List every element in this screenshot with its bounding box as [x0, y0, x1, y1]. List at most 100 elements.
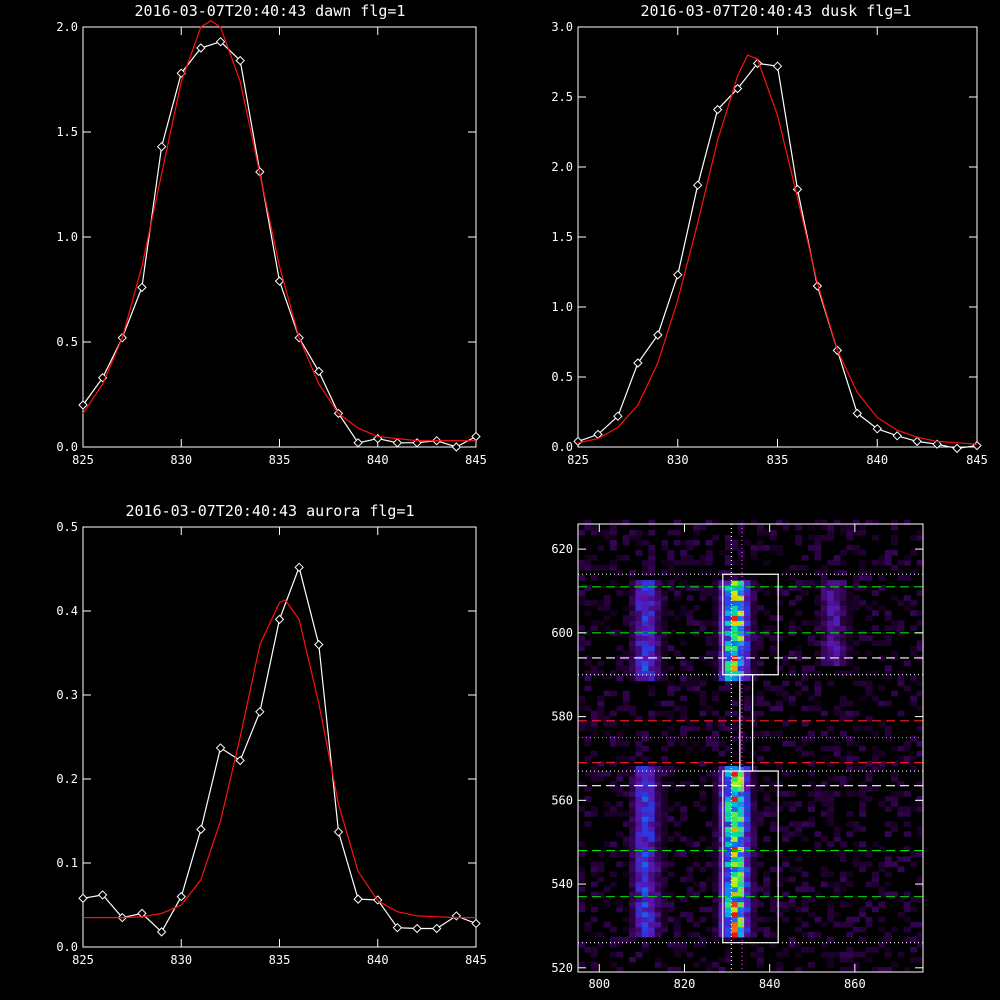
dusk-y-tick-label: 0.0	[551, 440, 573, 454]
heatmap-cell	[756, 529, 764, 536]
heatmap-cell	[801, 555, 809, 561]
heatmap-cell	[776, 826, 784, 832]
heatmap-cell	[827, 650, 835, 656]
heatmap-cell	[827, 625, 835, 631]
heatmap-cell	[788, 740, 796, 747]
heatmap-cell	[776, 871, 784, 878]
heatmap-cell	[635, 529, 643, 536]
heatmap-cell	[839, 610, 847, 616]
heatmap-cell	[846, 766, 854, 772]
heatmap-cell	[852, 550, 860, 556]
heatmap-cell	[648, 841, 656, 847]
heatmap-cell	[661, 544, 669, 551]
heatmap-cell	[654, 801, 662, 807]
heatmap-cell	[705, 720, 713, 727]
heatmap-cell	[852, 710, 860, 717]
heatmap-cell	[609, 871, 617, 878]
heatmap-cell	[865, 771, 873, 777]
heatmap-cell	[693, 921, 700, 928]
heatmap-cell	[808, 735, 815, 742]
heatmap-cell	[622, 846, 630, 852]
heatmap-cell	[903, 856, 911, 862]
heatmap-cell	[578, 886, 585, 893]
heatmap-cell	[718, 675, 726, 682]
heatmap-cell	[654, 650, 662, 656]
heatmap-cell	[801, 590, 809, 596]
heatmap-cell	[648, 786, 656, 792]
heatmap-cell	[820, 801, 828, 807]
heatmap-cell	[878, 575, 886, 581]
heatmap-cell	[648, 881, 656, 888]
heatmap-cell	[629, 791, 637, 797]
heatmap-cell	[737, 655, 745, 662]
heatmap-cell	[693, 881, 700, 888]
heatmap-x-tick-label: 840	[759, 977, 781, 991]
heatmap-cell	[597, 660, 605, 667]
heatmap-cell	[744, 921, 752, 928]
heatmap-cell	[718, 826, 726, 832]
heatmap-cell	[686, 615, 694, 621]
heatmap-cell	[680, 730, 688, 737]
heatmap-cell	[661, 590, 669, 596]
aurora-data-point	[235, 755, 245, 766]
heatmap-cell	[680, 896, 688, 903]
heatmap-cell	[578, 871, 585, 878]
heatmap-cell	[584, 685, 592, 692]
heatmap-cell	[654, 590, 662, 596]
heatmap-cell	[712, 876, 720, 883]
heatmap-cell	[641, 595, 649, 601]
heatmap-cell	[724, 595, 732, 601]
heatmap-cell	[686, 660, 694, 667]
heatmap-cell	[827, 791, 835, 797]
heatmap-cell	[590, 891, 598, 898]
heatmap-cell	[654, 921, 662, 928]
heatmap-cell	[744, 811, 752, 817]
heatmap-cell	[616, 811, 624, 817]
heatmap-cell	[629, 710, 637, 717]
heatmap-cell	[769, 544, 777, 551]
heatmap-cell	[648, 791, 656, 797]
heatmap-cell	[808, 781, 815, 787]
heatmap-cell	[680, 680, 688, 687]
heatmap-cell	[852, 766, 860, 772]
heatmap-cell	[910, 675, 918, 682]
heatmap-cell	[852, 544, 860, 551]
heatmap-cell	[731, 921, 739, 928]
heatmap-cell	[865, 786, 873, 792]
heatmap-cell	[609, 539, 617, 546]
heatmap-cell	[859, 866, 867, 873]
heatmap-cell	[616, 901, 624, 908]
heatmap-cell	[769, 801, 777, 807]
heatmap-cell	[667, 529, 675, 536]
heatmap-cell	[654, 906, 662, 913]
heatmap-cell	[648, 856, 656, 862]
heatmap-cell	[629, 655, 637, 662]
heatmap-cell	[903, 846, 911, 852]
heatmap-cell	[654, 856, 662, 862]
heatmap-cell	[673, 831, 681, 837]
heatmap-cell	[597, 776, 605, 782]
dawn-data-point	[215, 36, 226, 47]
heatmap-cell	[731, 650, 739, 656]
dawn-data-point	[314, 366, 324, 377]
heatmap-cell	[808, 665, 815, 672]
heatmap-cell	[667, 570, 675, 576]
heatmap-cell	[616, 936, 624, 943]
heatmap-cell	[756, 690, 764, 697]
heatmap-cell	[648, 685, 656, 692]
heatmap-cell	[661, 700, 669, 707]
heatmap-cell	[629, 650, 637, 656]
heatmap-cell	[654, 901, 662, 908]
heatmap-cell	[629, 871, 637, 878]
heatmap-cell	[833, 886, 841, 893]
heatmap-cell	[916, 806, 924, 812]
heatmap-cell	[763, 811, 771, 817]
heatmap-cell	[705, 705, 713, 712]
heatmap-cell	[731, 645, 739, 651]
heatmap-cell	[865, 946, 873, 953]
heatmap-cell	[718, 645, 726, 651]
heatmap-cell	[635, 826, 643, 832]
heatmap-cell	[629, 675, 637, 682]
heatmap-cell	[744, 620, 752, 626]
heatmap-cell	[641, 771, 649, 777]
